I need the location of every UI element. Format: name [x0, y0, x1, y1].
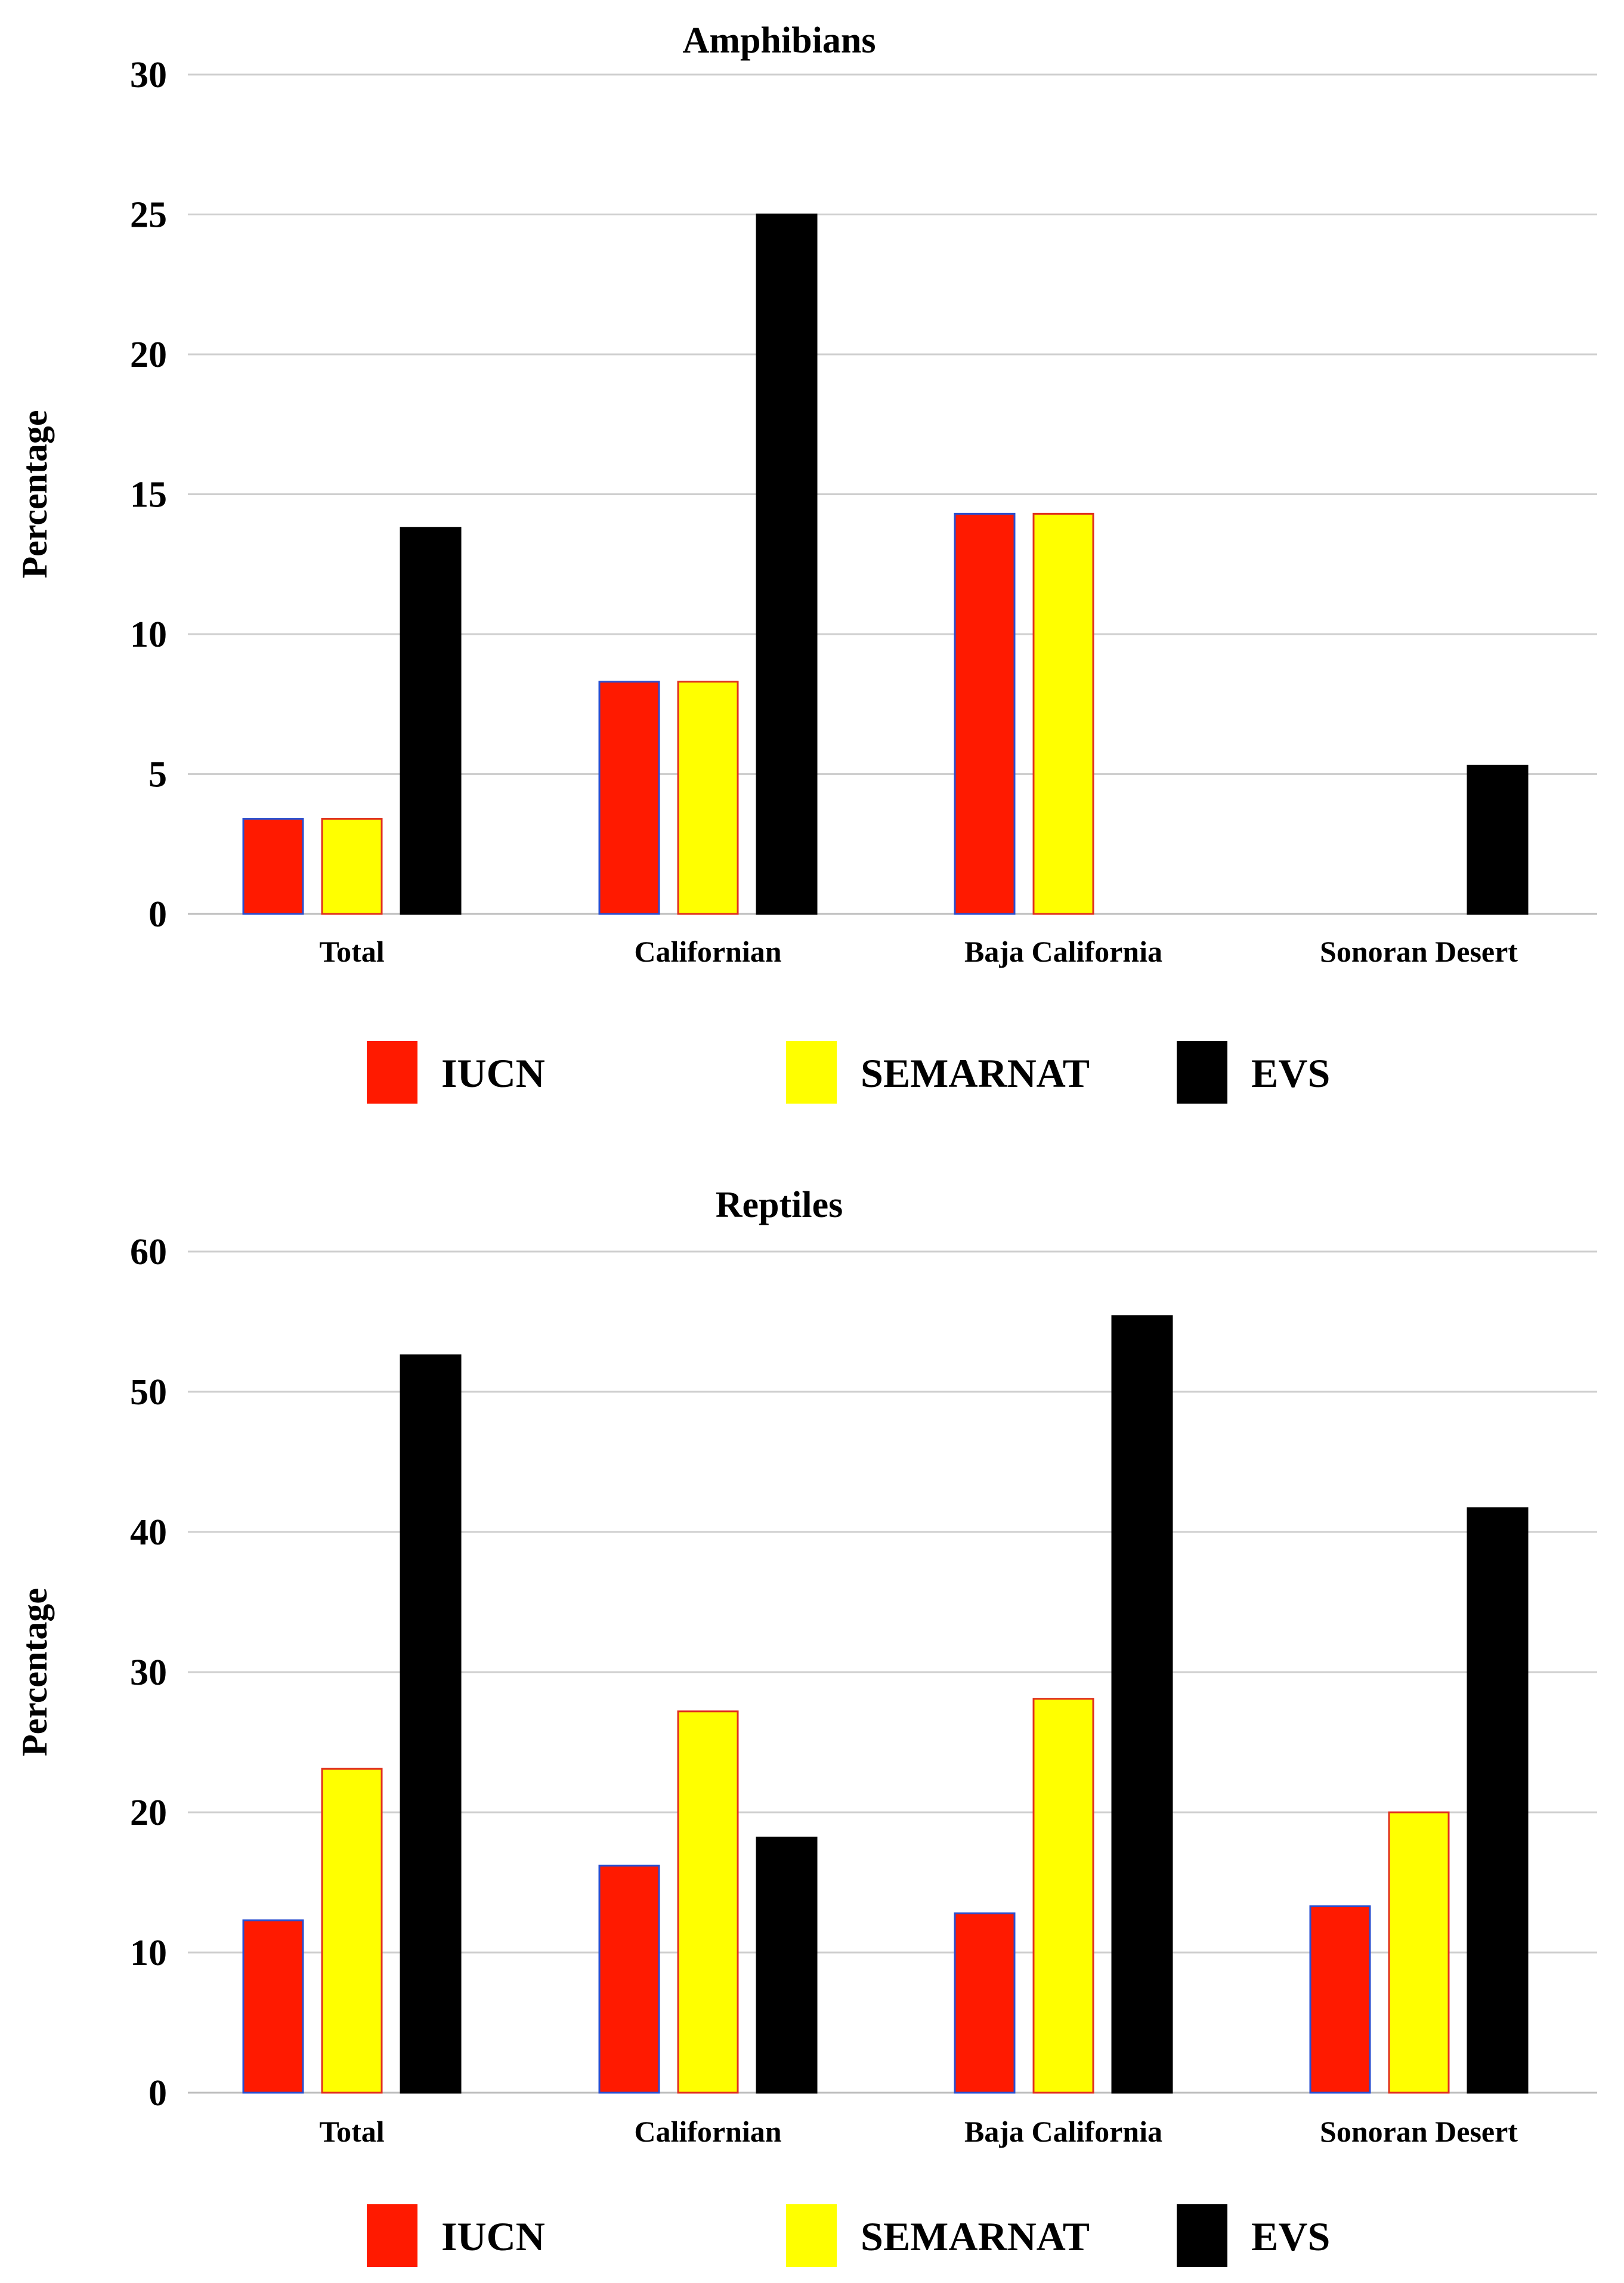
- bar-semarnat-baja-california: [1032, 512, 1094, 915]
- y-tick-label: 25: [130, 195, 167, 236]
- bar-iucn-total: [242, 818, 304, 915]
- chart-title: Reptiles: [716, 1185, 843, 1225]
- legend-label-evs: EVS: [1251, 1051, 1330, 1096]
- chart-1: Amphibians 0 5 10 15 20 25 30 Percentage Total Cal…: [15, 20, 1597, 1104]
- bar-iucn-total: [242, 1919, 304, 2094]
- bar-evs-californian: [756, 1836, 818, 2094]
- bar-evs-total: [400, 1354, 462, 2094]
- y-tick-label: 20: [130, 1793, 167, 1833]
- bar-evs-total: [400, 527, 462, 915]
- y-tick-label: 15: [130, 475, 167, 515]
- legend-swatch-semarnat: [786, 2204, 837, 2267]
- bar-semarnat-californian: [677, 681, 739, 915]
- x-category-label: Baja California: [964, 2115, 1162, 2148]
- x-category-label: Californian: [634, 2115, 781, 2148]
- chart-2: Reptiles 0 10 20 30 40 50 60 Percentage Total Cali…: [15, 1185, 1597, 2267]
- bar-semarnat-baja-california: [1032, 1698, 1094, 2094]
- bar-semarnat-total: [321, 1768, 383, 2094]
- bar-evs-baja-california: [1111, 1315, 1173, 2094]
- bar-iucn-sonoran-desert: [1309, 1905, 1371, 2094]
- bar-iucn-californian: [598, 681, 660, 915]
- bar-evs-sonoran-desert: [1467, 1507, 1529, 2094]
- legend-swatch-iucn: [367, 1041, 417, 1104]
- y-axis-title: Percentage: [15, 1588, 54, 1756]
- bar-semarnat-californian: [677, 1710, 739, 2094]
- y-tick-label: 30: [130, 1652, 167, 1693]
- y-tick-label: 10: [130, 1933, 167, 1973]
- y-tick-label: 30: [130, 55, 167, 95]
- legend-swatch-evs: [1177, 1041, 1227, 1104]
- y-axis-title: Percentage: [15, 410, 54, 578]
- legend-swatch-iucn: [367, 2204, 417, 2267]
- bar-semarnat-sonoran-desert: [1388, 1811, 1450, 2094]
- y-tick-label: 40: [130, 1512, 167, 1553]
- x-category-label: Sonoran Desert: [1320, 935, 1518, 968]
- y-tick-label: 50: [130, 1372, 167, 1413]
- legend-swatch-evs: [1177, 2204, 1227, 2267]
- bar-evs-californian: [756, 214, 818, 915]
- legend-label-evs: EVS: [1251, 2214, 1330, 2259]
- x-category-label: Californian: [634, 935, 781, 968]
- bar-evs-sonoran-desert: [1467, 764, 1529, 915]
- y-tick-label: 0: [149, 894, 167, 935]
- bar-semarnat-total: [321, 818, 383, 915]
- y-tick-label: 10: [130, 614, 167, 655]
- y-tick-label: 20: [130, 335, 167, 375]
- legend-swatch-semarnat: [786, 1041, 837, 1104]
- legend-label-semarnat: SEMARNAT: [861, 2214, 1090, 2259]
- bar-iucn-baja-california: [954, 512, 1016, 915]
- y-tick-label: 5: [149, 755, 167, 795]
- bar-iucn-californian: [598, 1864, 660, 2094]
- x-category-label: Total: [319, 935, 384, 968]
- x-category-label: Sonoran Desert: [1320, 2115, 1518, 2148]
- y-tick-label: 0: [149, 2073, 167, 2114]
- legend-label-semarnat: SEMARNAT: [861, 1051, 1090, 1096]
- chart-title: Amphibians: [683, 20, 876, 61]
- bar-iucn-baja-california: [954, 1912, 1016, 2094]
- legend-label-iucn: IUCN: [441, 1051, 545, 1096]
- x-category-label: Baja California: [964, 935, 1162, 968]
- legend-label-iucn: IUCN: [441, 2214, 545, 2259]
- y-tick-label: 60: [130, 1232, 167, 1272]
- x-category-label: Total: [319, 2115, 384, 2148]
